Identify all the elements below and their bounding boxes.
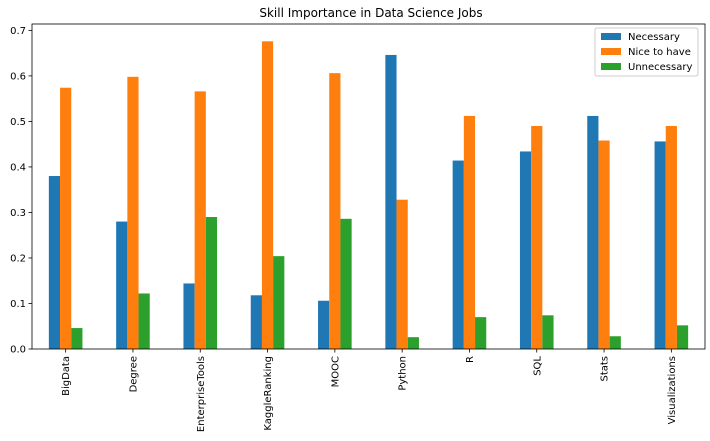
bar-necessary-python bbox=[385, 54, 397, 349]
bar-unnecessary-mooc bbox=[340, 218, 352, 349]
y-tick-label: 0.1 bbox=[10, 299, 26, 310]
x-tick-label: BigData bbox=[61, 356, 72, 396]
x-tick-label: R bbox=[465, 356, 476, 363]
y-tick-label: 0.5 bbox=[10, 117, 26, 128]
bar-unnecessary-bigdata bbox=[71, 328, 83, 349]
bar-necessary-enterprisetools bbox=[183, 283, 195, 349]
x-tick-label: Stats bbox=[600, 356, 611, 382]
bar-necessary-r bbox=[452, 160, 464, 349]
bar-unnecessary-visualizations bbox=[676, 325, 689, 349]
bar-unnecessary-enterprisetools bbox=[205, 217, 218, 349]
bar-unnecessary-kaggleranking bbox=[273, 256, 285, 349]
x-tick-label: Degree bbox=[128, 356, 139, 392]
axes-frame bbox=[31, 23, 706, 350]
bar-unnecessary-python bbox=[407, 337, 419, 349]
bar-nice-to-have-python bbox=[396, 199, 408, 349]
y-tick-label: 0.7 bbox=[10, 26, 26, 37]
bar-nice-to-have-kaggleranking bbox=[261, 41, 274, 350]
x-tick-label: KaggleRanking bbox=[263, 356, 274, 431]
legend-swatch bbox=[601, 48, 621, 55]
bar-necessary-stats bbox=[587, 115, 599, 349]
bar-unnecessary-sql bbox=[542, 315, 554, 349]
bar-nice-to-have-sql bbox=[531, 125, 543, 350]
bar-necessary-bigdata bbox=[48, 176, 61, 349]
x-tick-label: Python bbox=[398, 356, 409, 391]
bar-unnecessary-degree bbox=[138, 293, 150, 349]
x-tick-label: SQL bbox=[532, 356, 543, 376]
bar-necessary-mooc bbox=[318, 300, 330, 349]
x-tick-label: Visualizations bbox=[667, 356, 678, 424]
legend: Necessary Nice to have Unnecessary bbox=[594, 27, 699, 77]
legend-label: Necessary bbox=[628, 32, 680, 43]
y-tick-label: 0.4 bbox=[10, 162, 26, 173]
x-tick-label: EnterpriseTools bbox=[196, 356, 207, 432]
bar-unnecessary-r bbox=[475, 317, 487, 349]
bar-nice-to-have-r bbox=[463, 115, 476, 349]
bar-nice-to-have-enterprisetools bbox=[194, 91, 206, 350]
legend-swatch bbox=[601, 33, 621, 40]
bar-unnecessary-stats bbox=[609, 336, 621, 349]
legend-label: Nice to have bbox=[628, 47, 691, 58]
chart-title: Skill Importance in Data Science Jobs bbox=[259, 6, 482, 20]
y-tick-label: 0.0 bbox=[10, 345, 26, 356]
legend-label: Unnecessary bbox=[628, 62, 692, 73]
bar-necessary-sql bbox=[519, 151, 532, 349]
bar-necessary-visualizations bbox=[654, 141, 666, 349]
bar-nice-to-have-degree bbox=[127, 76, 139, 350]
x-tick-label: MOOC bbox=[330, 356, 341, 387]
bar-nice-to-have-mooc bbox=[329, 73, 341, 349]
bar-necessary-degree bbox=[116, 221, 128, 349]
y-tick-label: 0.2 bbox=[10, 253, 26, 264]
bar-nice-to-have-visualizations bbox=[665, 125, 677, 350]
bar-necessary-kaggleranking bbox=[250, 295, 262, 349]
y-tick-label: 0.3 bbox=[10, 208, 26, 219]
bar-nice-to-have-bigdata bbox=[60, 87, 72, 349]
bar-nice-to-have-stats bbox=[598, 140, 610, 349]
legend-swatch bbox=[601, 63, 621, 70]
y-tick-label: 0.6 bbox=[10, 71, 26, 82]
plot-area: 0.0 0.1 0.2 0.3 0.4 0.5 0.6 0.7 BigData Degree Ent… bbox=[10, 23, 706, 432]
